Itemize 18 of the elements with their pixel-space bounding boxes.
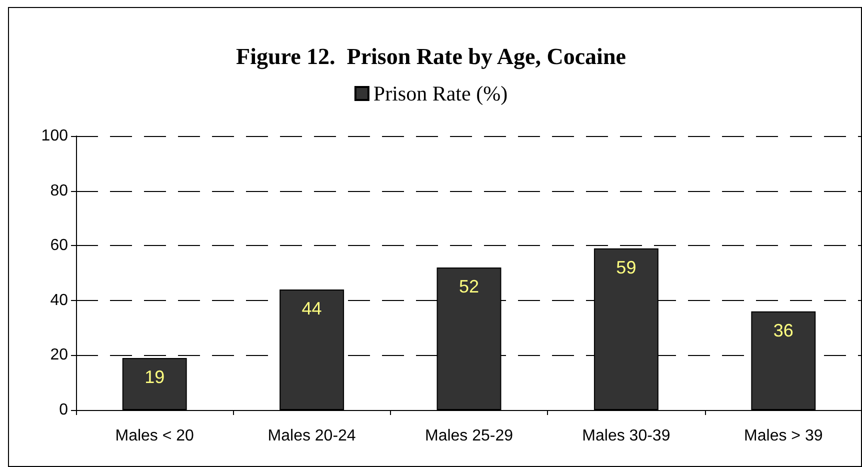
x-tick-label: Males 30-39 bbox=[582, 428, 670, 444]
data-label: 19 bbox=[144, 366, 165, 387]
chart-title: Figure 12. Prison Rate by Age, Cocaine bbox=[236, 44, 626, 70]
legend-label: Prison Rate (%) bbox=[373, 82, 508, 106]
x-tick-label: Males < 20 bbox=[115, 428, 194, 444]
data-label: 44 bbox=[302, 298, 322, 318]
y-tick-label: 60 bbox=[50, 237, 68, 254]
y-tick-label: 0 bbox=[59, 402, 68, 418]
x-tick-label: Males 20-24 bbox=[268, 428, 356, 444]
x-tick-label: Males > 39 bbox=[744, 428, 823, 444]
y-tick-label: 40 bbox=[50, 292, 68, 309]
y-tick-label: 100 bbox=[41, 128, 68, 144]
x-tick-label: Males 25-29 bbox=[424, 428, 514, 444]
y-tick-label: 20 bbox=[50, 346, 68, 364]
data-label: 52 bbox=[458, 276, 480, 297]
data-label: 59 bbox=[616, 257, 636, 278]
data-label: 36 bbox=[773, 320, 794, 340]
y-tick-label: 80 bbox=[50, 182, 68, 200]
